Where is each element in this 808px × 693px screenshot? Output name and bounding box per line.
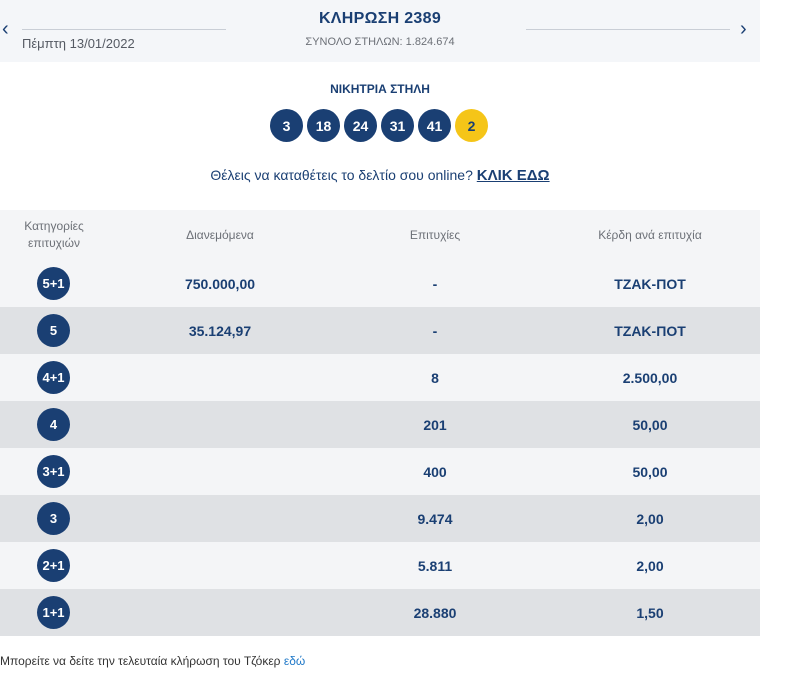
winning-numbers: 3 18 24 31 41 2 [270,109,492,142]
prize-value: 50,00 [632,463,668,480]
table-row: 3+1 400 50,00 [0,448,760,495]
winners-value: 400 [423,463,447,480]
chevron-left-icon[interactable]: ‹ [2,18,9,40]
header-distributed: Διανεμόμενα [186,228,254,242]
footer-note: Μπορείτε να δείτε την τελευταία κλήρωση … [0,654,305,668]
header-category: Κατηγορίες επιτυχιών [24,219,84,250]
divider-right [526,29,730,30]
winners-value: 9.474 [417,510,453,527]
joker-draw-link[interactable]: εδώ [283,654,306,668]
winners-value: 5.811 [417,557,453,574]
prize-value: 2,00 [636,510,664,527]
prize-value: 1,50 [636,604,664,621]
category-badge: 3+1 [37,455,70,488]
winning-number: 31 [381,109,414,142]
category-badge: 2+1 [37,549,70,582]
winners-value: - [432,322,438,339]
table-row: 1+1 28.880 1,50 [0,589,760,636]
winning-number: 24 [344,109,377,142]
divider-left [22,29,226,30]
distributed-value [120,354,320,401]
winners-value: - [432,275,438,292]
prize-value: 2.500,00 [622,369,678,386]
winners-value: 8 [431,369,439,386]
table-row: 2+1 5.811 2,00 [0,542,760,589]
winning-column-label: ΝΙΚΗΤΡΙΑ ΣΤΗΛΗ [330,82,430,96]
category-badge: 3 [37,502,70,535]
distributed-value [120,589,320,636]
category-badge: 1+1 [37,596,70,629]
prize-value: 50,00 [632,416,668,433]
table-row: 4+1 8 2.500,00 [0,354,760,401]
total-columns: ΣΥΝΟΛΟ ΣΤΗΛΩΝ: 1.824.674 [305,36,455,48]
distributed-value: 750.000,00 [184,275,256,292]
joker-number: 2 [455,109,488,142]
winning-number: 3 [270,109,303,142]
category-badge: 4+1 [37,361,70,394]
footer-text: Μπορείτε να δείτε την τελευταία κλήρωση … [0,654,284,668]
header-prize: Κέρδη ανά επιτυχία [598,228,702,242]
table-header: Κατηγορίες επιτυχιών Διανεμόμενα Επιτυχί… [0,210,760,260]
distributed-value [120,542,320,589]
table-row: 4 201 50,00 [0,401,760,448]
winning-number: 18 [307,109,340,142]
category-badge: 5+1 [37,267,70,300]
results-table: Κατηγορίες επιτυχιών Διανεμόμενα Επιτυχί… [0,210,760,636]
click-here-link[interactable]: ΚΛΙΚ ΕΔΩ [476,167,550,184]
distributed-value [120,448,320,495]
prize-value: ΤΖΑΚ-ΠΟΤ [614,322,686,339]
table-row: 3 9.474 2,00 [0,495,760,542]
cta-text: Θέλεις να καταθέτεις το δελτίο σου onlin… [210,167,473,183]
online-cta: Θέλεις να καταθέτεις το δελτίο σου onlin… [0,167,760,184]
table-row: 5+1 750.000,00 - ΤΖΑΚ-ΠΟΤ [0,260,760,307]
prize-value: ΤΖΑΚ-ΠΟΤ [614,275,686,292]
winners-value: 28.880 [413,604,457,621]
category-badge: 5 [37,314,70,347]
draw-date: Πέμπτη 13/01/2022 [22,36,135,51]
category-badge: 4 [37,408,70,441]
prize-value: 2,00 [636,557,664,574]
chevron-right-icon[interactable]: › [740,18,747,40]
draw-header: ‹ Πέμπτη 13/01/2022 ΚΛΗΡΩΣΗ 2389 ΣΥΝΟΛΟ … [0,0,760,62]
distributed-value: 35.124,97 [188,322,252,339]
distributed-value [120,495,320,542]
winning-number: 41 [418,109,451,142]
draw-title: ΚΛΗΡΩΣΗ 2389 [318,10,442,27]
winners-value: 201 [423,416,447,433]
distributed-value [120,401,320,448]
table-row: 5 35.124,97 - ΤΖΑΚ-ΠΟΤ [0,307,760,354]
header-winners: Επιτυχίες [409,228,461,242]
